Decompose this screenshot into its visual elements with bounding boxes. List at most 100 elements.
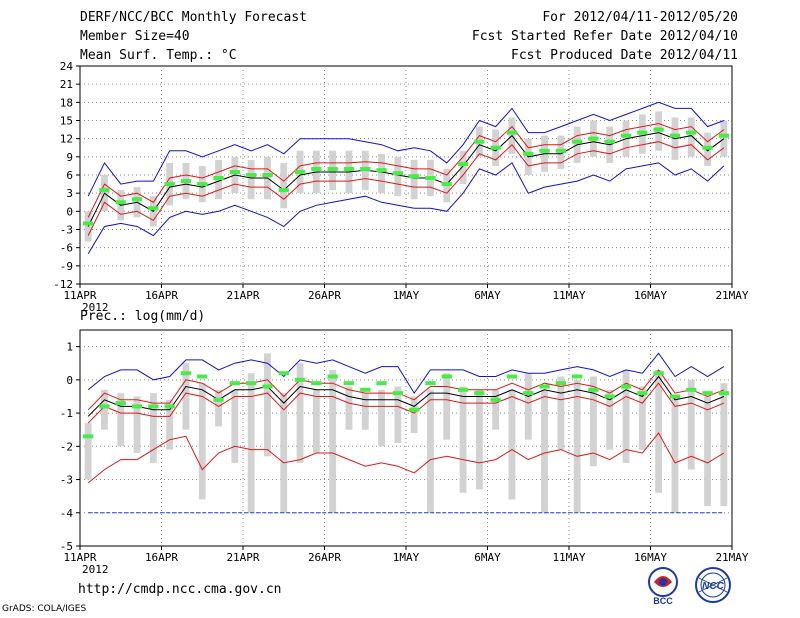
prec-median-marker [83, 434, 94, 439]
variable-label: Mean Surf. Temp.: °C [80, 48, 237, 63]
temp-median-marker [278, 188, 289, 193]
temp-series-ensemble-spread-upper [87, 122, 725, 218]
prec-median-marker [425, 381, 436, 386]
prec-x-tick-label: 26APR [308, 551, 341, 564]
temp-median-marker [180, 179, 192, 184]
prec-series-ensemble-mean [87, 375, 725, 417]
temp-median-marker [376, 168, 387, 173]
prec-ensemble-box [149, 393, 157, 463]
prec-x-tick-label: 6MAY [474, 551, 501, 564]
prec-ensemble-box [247, 373, 255, 513]
prec-series-ensemble-spread-upper [87, 369, 725, 411]
prec-median-marker [262, 384, 273, 389]
temp-x-tick-label: 1MAY [393, 289, 420, 302]
forecast-start-label: Fcst Started Refer Date 2012/04/10 [471, 29, 738, 44]
temp-median-marker [637, 130, 648, 135]
temp-median-marker [604, 139, 615, 144]
prec-median-marker [246, 381, 257, 386]
grads-credit: GrADS: COLA/IGES [2, 604, 87, 614]
prec-median-marker [376, 381, 387, 386]
prec-ensemble-box [361, 393, 369, 430]
temp-median-marker [620, 133, 632, 138]
temp-median-marker [360, 166, 371, 171]
temp-ensemble-box [394, 156, 402, 197]
temp-median-marker [392, 171, 403, 176]
prec-ensemble-box [492, 389, 500, 430]
prec-median-marker [311, 381, 322, 386]
prec-median-marker [506, 374, 518, 379]
prec-median-marker [148, 404, 159, 409]
temp-ensemble-box [410, 159, 418, 200]
prec-ensemble-box [166, 399, 174, 450]
prec-median-marker [490, 397, 501, 402]
temp-median-marker [588, 136, 599, 141]
prec-ensemble-box [524, 373, 532, 440]
prec-median-marker [197, 374, 208, 379]
temp-y-tick-label: 3 [66, 187, 73, 200]
temp-y-tick-label: -9 [60, 260, 73, 273]
prec-median-marker [539, 384, 550, 389]
temp-series-ensemble-maximum [87, 101, 725, 197]
temp-x-tick-label: 21MAY [715, 289, 748, 302]
prec-ensemble-box [296, 363, 304, 463]
prec-median-marker [620, 384, 632, 389]
temp-year-label: 2012 [82, 301, 109, 314]
temp-y-tick-label: 6 [66, 169, 73, 182]
prec-ensemble-box [427, 389, 434, 513]
prec-median-marker [637, 391, 648, 396]
temp-median-marker [197, 182, 208, 187]
prec-median-marker [441, 374, 452, 379]
prec-ensemble-box [671, 396, 679, 513]
prec-y-tick-label: -5 [60, 540, 73, 553]
prec-median-marker [588, 387, 599, 392]
temp-median-marker [409, 174, 420, 179]
temp-x-tick-label: 21APR [226, 289, 259, 302]
temp-median-marker [115, 200, 126, 205]
prec-median-marker [718, 391, 729, 396]
temp-median-marker [523, 151, 534, 156]
temp-median-marker [490, 145, 501, 150]
temp-ensemble-box [247, 159, 255, 200]
prec-ensemble-box [508, 389, 516, 500]
prec-year-label: 2012 [82, 563, 109, 576]
prec-ensemble-box [329, 369, 337, 513]
prec-y-tick-label: -4 [60, 507, 74, 520]
prec-x-tick-label: 16APR [145, 551, 178, 564]
temp-median-marker [555, 148, 566, 153]
prec-x-tick-label: 21MAY [715, 551, 748, 564]
temp-x-tick-label: 6MAY [474, 289, 501, 302]
temp-series-ensemble-spread-lower [87, 141, 725, 236]
temp-median-marker [99, 188, 110, 193]
temp-y-tick-label: -12 [53, 278, 73, 291]
prec-ensemble-box [215, 389, 222, 427]
temp-ensemble-box [378, 153, 385, 194]
prec-y-tick-label: -3 [60, 474, 73, 487]
prec-median-marker [164, 404, 175, 409]
temp-median-marker [539, 148, 550, 153]
prec-ensemble-box [410, 396, 418, 434]
temp-median-marker [262, 173, 273, 177]
temp-y-tick-label: -6 [60, 242, 73, 255]
temp-ensemble-box [459, 150, 467, 185]
prec-ensemble-box [557, 376, 565, 450]
prec-median-marker [686, 387, 697, 392]
prec-y-tick-label: -2 [60, 440, 73, 453]
prec-x-tick-label: 11MAY [552, 551, 585, 564]
bcc-logo: BCC [648, 567, 678, 606]
prec-ensemble-box [280, 393, 288, 513]
temp-median-marker [669, 133, 681, 138]
temp-median-marker [506, 130, 518, 135]
source-url[interactable]: http://cmdp.ncc.cma.gov.cn [78, 582, 282, 597]
temp-y-tick-label: 12 [60, 133, 73, 146]
prec-ensemble-box [133, 396, 141, 453]
prec-y-tick-label: 0 [66, 374, 73, 387]
prec-ensemble-box [394, 386, 402, 443]
prec-ensemble-box [687, 379, 695, 470]
prec-median-marker [327, 374, 338, 379]
prec-median-marker [523, 391, 534, 396]
prec-ensemble-box [182, 363, 190, 430]
prec-median-marker [555, 381, 566, 386]
prec-ensemble-box [704, 396, 711, 507]
prec-series-ensemble-maximum [87, 352, 725, 395]
ncc-logo-text: NCC [702, 581, 724, 592]
